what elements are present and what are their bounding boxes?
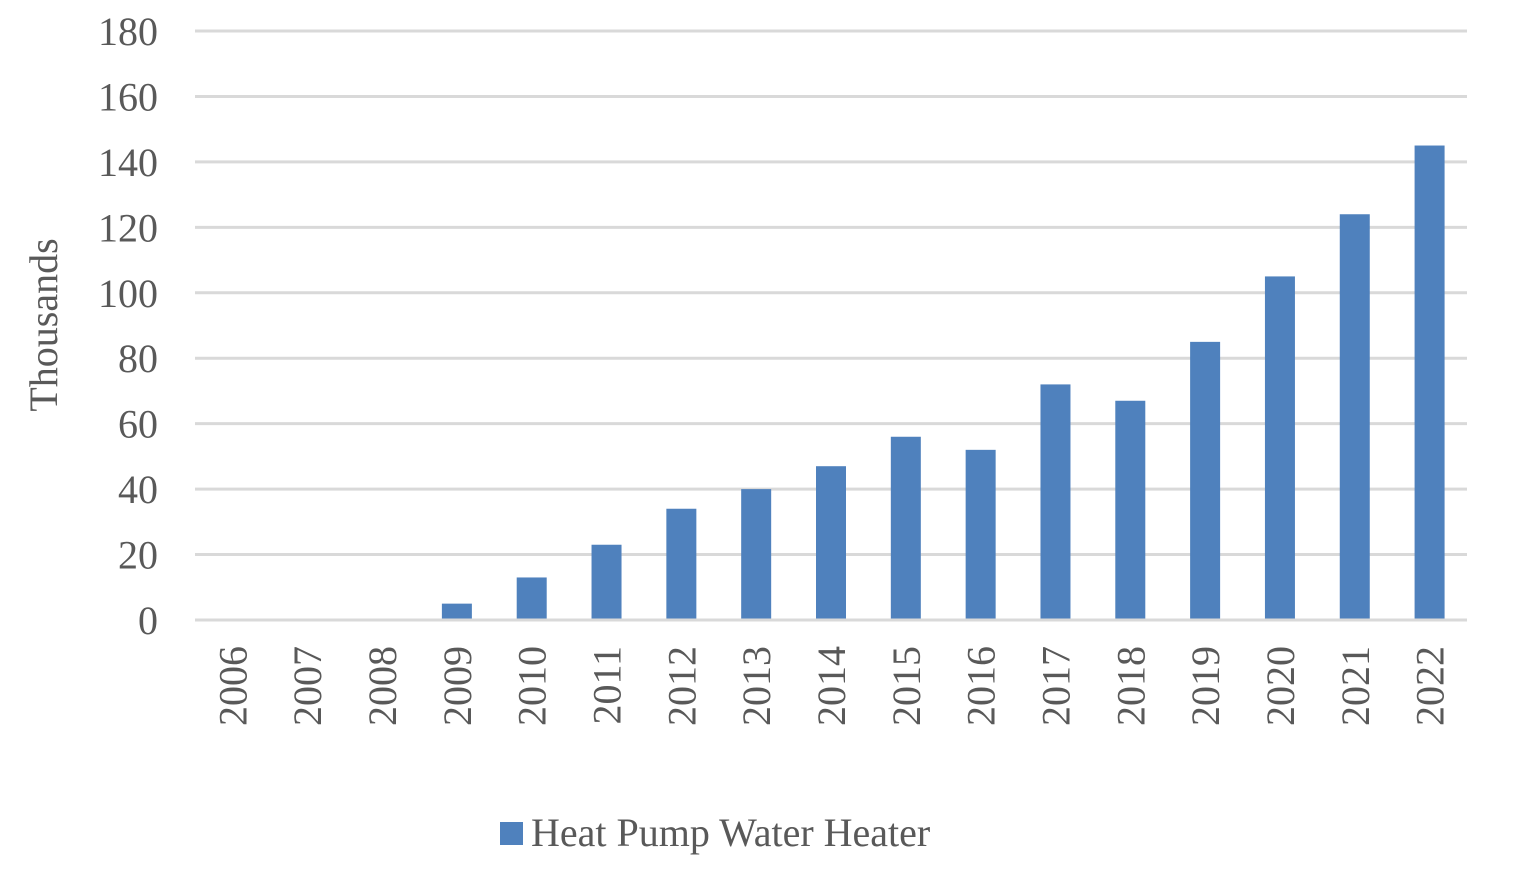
- x-tick-label: 2020: [1258, 646, 1303, 726]
- x-tick-label: 2018: [1108, 646, 1153, 726]
- x-tick-label: 2019: [1183, 646, 1228, 726]
- bar-2022: [1414, 145, 1445, 620]
- y-tick-label: 0: [138, 598, 158, 643]
- y-tick-label: 140: [98, 140, 158, 185]
- bar-2009: [441, 603, 472, 620]
- legend-swatch: [500, 822, 523, 845]
- y-tick-label: 80: [118, 336, 158, 381]
- x-tick-label: 2022: [1408, 646, 1453, 726]
- y-tick-label: 180: [98, 9, 158, 54]
- x-tick-label: 2015: [884, 646, 929, 726]
- x-tick-label: 2013: [734, 646, 779, 726]
- x-tick-label: 2007: [285, 646, 330, 726]
- bar-2021: [1339, 214, 1370, 620]
- y-axis-ticks: 0 20 40 60 80 100 120 140 160 180: [98, 9, 158, 643]
- x-tick-label: 2011: [585, 646, 630, 725]
- x-tick-label: 2014: [809, 646, 854, 726]
- bar-2020: [1264, 276, 1295, 620]
- bar-2012: [666, 508, 697, 620]
- x-axis-ticks: 2006 2007 2008 2009 2010 2011 2012 2013 2014 2015…: [210, 646, 1452, 726]
- y-tick-label: 120: [98, 205, 158, 250]
- bar-2015: [890, 436, 921, 620]
- bar-2016: [965, 449, 996, 620]
- legend: Heat Pump Water Heater: [500, 810, 930, 855]
- x-tick-label: 2008: [360, 646, 405, 726]
- y-tick-label: 20: [118, 533, 158, 578]
- y-tick-label: 100: [98, 271, 158, 316]
- x-tick-label: 2016: [959, 646, 1004, 726]
- x-tick-label: 2010: [510, 646, 555, 726]
- gridlines: [195, 29, 1467, 622]
- x-tick-label: 2012: [659, 646, 704, 726]
- y-axis-label: Thousands: [21, 238, 66, 411]
- legend-label: Heat Pump Water Heater: [531, 810, 930, 855]
- y-tick-label: 160: [98, 74, 158, 119]
- y-tick-label: 60: [118, 402, 158, 447]
- bar-2018: [1115, 400, 1146, 620]
- x-tick-label: 2017: [1033, 646, 1078, 726]
- bar-2019: [1190, 341, 1221, 620]
- x-tick-label: 2006: [210, 646, 255, 726]
- x-tick-label: 2021: [1333, 646, 1378, 726]
- bar-2017: [1040, 384, 1071, 620]
- bar-2013: [741, 489, 772, 620]
- x-tick-label: 2009: [435, 646, 480, 726]
- bar-2014: [816, 466, 846, 620]
- bar-2011: [591, 544, 622, 620]
- bar-2010: [516, 577, 547, 620]
- bars: [441, 145, 1445, 620]
- y-tick-label: 40: [118, 467, 158, 512]
